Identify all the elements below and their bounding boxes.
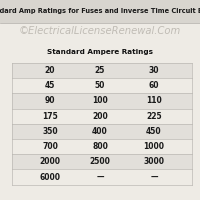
Text: 60: 60 xyxy=(149,81,159,90)
Text: 200: 200 xyxy=(92,112,108,121)
Text: 175: 175 xyxy=(42,112,58,121)
Text: —: — xyxy=(150,172,158,182)
Text: 45: 45 xyxy=(45,81,55,90)
Text: —: — xyxy=(96,172,104,182)
Text: 2000: 2000 xyxy=(40,157,60,166)
Text: 400: 400 xyxy=(92,127,108,136)
Text: 90: 90 xyxy=(45,96,55,105)
Text: 700: 700 xyxy=(42,142,58,151)
Text: 100: 100 xyxy=(92,96,108,105)
Text: 3000: 3000 xyxy=(144,157,164,166)
Text: (A) Standard Amp Ratings for Fuses and Inverse Time Circuit Breakers: (A) Standard Amp Ratings for Fuses and I… xyxy=(0,8,200,15)
Text: 25: 25 xyxy=(95,66,105,75)
Bar xyxy=(0,0,200,23)
Text: 110: 110 xyxy=(146,96,162,105)
Text: 6000: 6000 xyxy=(40,172,60,182)
Text: 30: 30 xyxy=(149,66,159,75)
Text: 350: 350 xyxy=(42,127,58,136)
Bar xyxy=(12,139,192,154)
Bar xyxy=(12,109,192,124)
Bar xyxy=(12,154,192,169)
Bar xyxy=(12,93,192,109)
Text: 450: 450 xyxy=(146,127,162,136)
Text: 2500: 2500 xyxy=(90,157,110,166)
Bar xyxy=(12,124,192,139)
Text: 225: 225 xyxy=(146,112,162,121)
Bar xyxy=(12,63,192,78)
Text: Standard Ampere Ratings: Standard Ampere Ratings xyxy=(47,49,153,55)
Text: 800: 800 xyxy=(92,142,108,151)
Text: ©ElectricalLicenseRenewal.Com: ©ElectricalLicenseRenewal.Com xyxy=(19,26,181,36)
Bar xyxy=(12,78,192,93)
Text: 50: 50 xyxy=(95,81,105,90)
Text: 20: 20 xyxy=(45,66,55,75)
Bar xyxy=(12,169,192,185)
Text: 1000: 1000 xyxy=(144,142,164,151)
